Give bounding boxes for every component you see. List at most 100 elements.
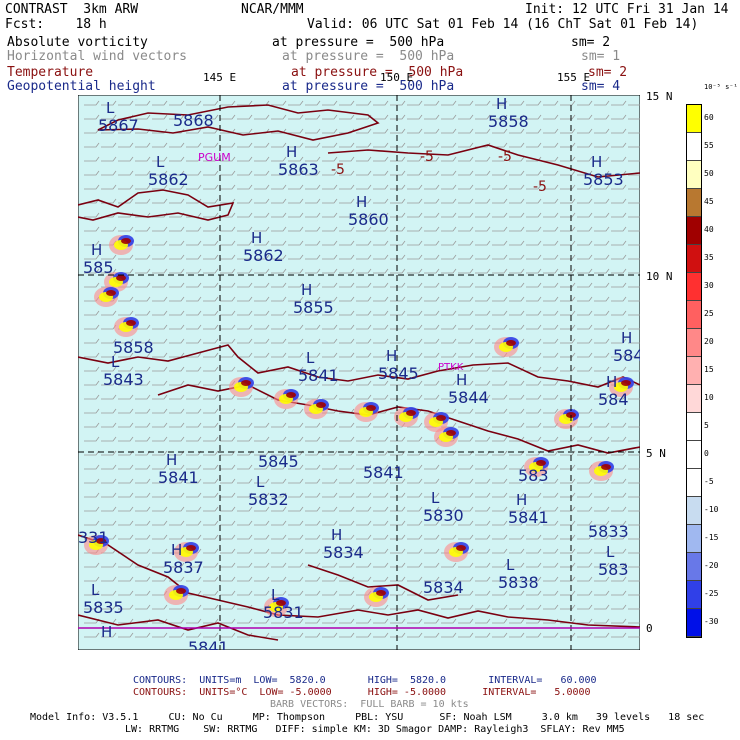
high-marker: H	[621, 329, 632, 347]
vorticity-cell	[274, 389, 299, 409]
field-sm-vorticity: sm= 2	[571, 35, 611, 50]
field-name-temperature: Temperature	[7, 65, 94, 80]
colorbar-label: 60	[704, 113, 714, 122]
vorticity-cell	[524, 457, 549, 477]
field-sm-geopotential: sm= 4	[581, 79, 621, 94]
model-info-line2: LW: RRTMG SW: RRTMG DIFF: simple KM: 3D …	[125, 724, 625, 735]
height-value: 5832	[248, 490, 289, 509]
colorbar-unit: 10⁻⁵ s⁻¹	[704, 83, 738, 91]
colorbar-label: 50	[704, 169, 714, 178]
colorbar	[686, 104, 702, 638]
field-name-geopotential: Geopotential height	[7, 79, 156, 94]
height-value: 5853	[583, 170, 624, 189]
vorticity-cell	[84, 535, 109, 555]
high-marker: H	[386, 347, 397, 365]
model-title: CONTRAST 3km ARW	[5, 2, 139, 17]
colorbar-label: 25	[704, 309, 714, 318]
colorbar-swatch	[687, 553, 701, 581]
low-marker: L	[271, 586, 280, 604]
contour-info-temperature: CONTOURS: UNITS=°C LOW= -5.0000 HIGH= -5…	[133, 687, 591, 698]
vorticity-cell	[494, 337, 519, 357]
low-marker: L	[606, 543, 615, 561]
vorticity-cell	[109, 235, 134, 255]
low-marker: L	[156, 153, 165, 171]
colorbar-label: 10	[704, 393, 714, 402]
colorbar-swatch	[687, 189, 701, 217]
colorbar-swatch	[687, 609, 701, 637]
height-value: 5834	[423, 578, 464, 597]
colorbar-swatch	[687, 581, 701, 609]
colorbar-swatch	[687, 133, 701, 161]
station-ptkk: PTKK	[438, 362, 464, 373]
colorbar-label: 55	[704, 141, 714, 150]
height-value: 5845	[258, 452, 299, 471]
vorticity-cell	[94, 287, 119, 307]
vorticity-cells	[84, 235, 634, 617]
colorbar-label: -10	[704, 505, 719, 514]
height-value: 5831	[263, 603, 304, 622]
high-marker: H	[91, 241, 102, 259]
height-value: 583	[598, 560, 629, 579]
low-marker: L	[256, 473, 265, 491]
lat-label-5n: 5 N	[646, 447, 666, 460]
init-time: Init: 12 UTC Fri 31 Jan 14	[525, 2, 729, 17]
colorbar-label: 5	[704, 421, 709, 430]
colorbar-swatch	[687, 469, 701, 497]
colorbar-label: -20	[704, 561, 719, 570]
colorbar-swatch	[687, 385, 701, 413]
colorbar-swatch	[687, 413, 701, 441]
lat-lon-grid	[78, 95, 640, 650]
lon-label-145e: 145 E	[203, 71, 237, 84]
low-marker: L	[91, 581, 100, 599]
height-value: 5867	[98, 116, 139, 135]
field-level-temperature: at pressure = 500 hPa	[291, 65, 464, 80]
height-value: 331	[78, 528, 109, 547]
colorbar-swatch	[687, 357, 701, 385]
colorbar-label: 35	[704, 253, 714, 262]
station-pgum: PGUM	[198, 151, 231, 164]
colorbar-swatch	[687, 245, 701, 273]
colorbar-swatch	[687, 105, 701, 133]
high-marker: H	[456, 371, 467, 389]
lat-label-15n: 15 N	[646, 90, 673, 103]
height-value: 5833	[588, 522, 629, 541]
field-name-vorticity: Absolute vorticity	[7, 35, 148, 50]
vorticity-cell	[104, 272, 129, 292]
height-value: 5841	[158, 468, 199, 487]
lat-label-10n: 10 N	[646, 270, 673, 283]
lon-label-155e: 155 E	[557, 71, 591, 84]
height-value: 5855	[293, 298, 334, 317]
low-marker: L	[106, 99, 115, 117]
height-value: 5834	[323, 543, 364, 562]
height-value: 5862	[148, 170, 189, 189]
colorbar-swatch	[687, 301, 701, 329]
vorticity-cell	[589, 461, 614, 481]
high-marker: H	[166, 451, 177, 469]
temp-label-minus5-d: -5	[533, 179, 547, 195]
height-value: 584	[598, 390, 629, 409]
high-marker: H	[496, 95, 507, 113]
org-label: NCAR/MMM	[241, 2, 304, 17]
colorbar-label: 30	[704, 281, 714, 290]
height-value: 5841	[363, 463, 404, 482]
height-value: 584	[613, 346, 640, 365]
high-marker: H	[356, 193, 367, 211]
forecast-hour: Fcst: 18 h	[5, 17, 107, 32]
colorbar-swatch	[687, 217, 701, 245]
field-level-geopotential: at pressure = 500 hPa	[282, 79, 455, 94]
temp-label-minus5-b: -5	[420, 149, 434, 165]
vorticity-cell	[434, 427, 459, 447]
vorticity-cell	[394, 407, 419, 427]
colorbar-swatch	[687, 329, 701, 357]
height-value: 5841	[508, 508, 549, 527]
field-name-wind: Horizontal wind vectors	[7, 49, 188, 64]
vorticity-cell	[354, 402, 379, 422]
height-value: 5844	[448, 388, 489, 407]
barb-info: BARB VECTORS: FULL BARB = 10 kts	[270, 699, 469, 710]
model-info-line1: Model Info: V3.5.1 CU: No Cu MP: Thompso…	[30, 712, 705, 723]
height-value: 5843	[103, 370, 144, 389]
high-marker: H	[251, 229, 262, 247]
vorticity-cell	[114, 317, 139, 337]
